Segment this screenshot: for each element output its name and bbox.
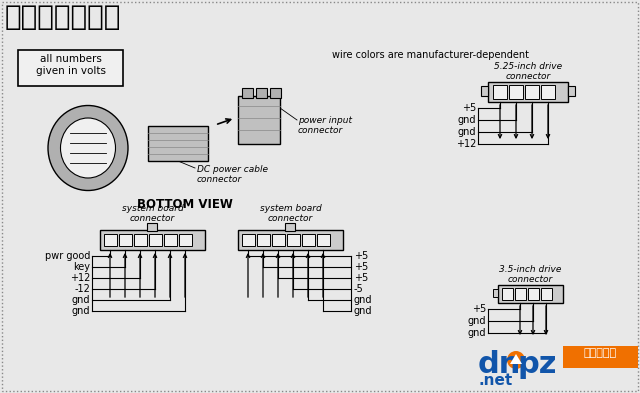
- Text: -5: -5: [354, 284, 364, 294]
- Text: +5: +5: [354, 262, 368, 272]
- Bar: [256, 88, 267, 98]
- Text: power input
connector: power input connector: [298, 116, 352, 136]
- Bar: [481, 86, 488, 96]
- Text: gnd: gnd: [72, 295, 90, 305]
- Bar: [287, 234, 300, 246]
- Circle shape: [507, 351, 525, 369]
- Ellipse shape: [48, 105, 128, 191]
- Bar: [541, 288, 552, 300]
- Text: dn: dn: [478, 350, 522, 379]
- Bar: [104, 234, 117, 246]
- Text: 各个接头的定义: 各个接头的定义: [5, 3, 122, 31]
- Text: +5: +5: [472, 304, 486, 314]
- Text: 5.25-inch drive
connector: 5.25-inch drive connector: [494, 62, 562, 81]
- Bar: [541, 85, 555, 99]
- Bar: [242, 234, 255, 246]
- Text: system board
connector: system board connector: [260, 204, 321, 223]
- Bar: [134, 234, 147, 246]
- Text: +5: +5: [461, 103, 476, 113]
- Bar: [100, 230, 205, 250]
- Bar: [242, 88, 253, 98]
- Bar: [238, 230, 343, 250]
- Bar: [493, 85, 507, 99]
- Text: +5: +5: [354, 251, 368, 261]
- Text: key: key: [73, 262, 90, 272]
- Text: gnd: gnd: [458, 127, 476, 137]
- Bar: [179, 234, 192, 246]
- Text: pz: pz: [518, 350, 557, 379]
- Bar: [317, 234, 330, 246]
- Bar: [270, 88, 281, 98]
- Text: gnd: gnd: [467, 328, 486, 338]
- Bar: [509, 85, 523, 99]
- Text: pwr good: pwr good: [45, 251, 90, 261]
- Text: system board
connector: system board connector: [122, 204, 184, 223]
- Text: gnd: gnd: [72, 306, 90, 316]
- Text: +5: +5: [354, 273, 368, 283]
- Text: DC power cable
connector: DC power cable connector: [197, 165, 268, 184]
- Bar: [515, 288, 526, 300]
- Bar: [563, 346, 638, 368]
- Bar: [525, 85, 539, 99]
- Bar: [257, 234, 270, 246]
- Bar: [528, 288, 539, 300]
- Text: gnd: gnd: [458, 115, 476, 125]
- Ellipse shape: [61, 118, 115, 178]
- Text: BOTTOM VIEW: BOTTOM VIEW: [137, 198, 233, 211]
- Bar: [18, 50, 123, 86]
- Text: 电脑配置网: 电脑配置网: [584, 348, 616, 358]
- Bar: [272, 234, 285, 246]
- Text: wire colors are manufacturer-dependent: wire colors are manufacturer-dependent: [332, 50, 529, 60]
- Text: gnd: gnd: [354, 306, 372, 316]
- Bar: [493, 289, 498, 297]
- Text: 3.5-inch drive
connector: 3.5-inch drive connector: [499, 265, 562, 285]
- Polygon shape: [510, 354, 522, 364]
- Text: -12: -12: [74, 284, 90, 294]
- Bar: [147, 223, 157, 231]
- Bar: [488, 82, 568, 102]
- Text: .net: .net: [478, 373, 512, 388]
- Bar: [149, 234, 162, 246]
- Bar: [502, 288, 513, 300]
- Bar: [302, 234, 315, 246]
- Bar: [119, 234, 132, 246]
- Text: gnd: gnd: [467, 316, 486, 326]
- Bar: [164, 234, 177, 246]
- Bar: [568, 86, 575, 96]
- Text: +12: +12: [456, 139, 476, 149]
- Bar: [285, 223, 295, 231]
- Bar: [148, 126, 208, 161]
- Text: +12: +12: [70, 273, 90, 283]
- Text: all numbers
given in volts: all numbers given in volts: [35, 54, 106, 75]
- Bar: [498, 285, 563, 303]
- Bar: [238, 96, 280, 144]
- Text: gnd: gnd: [354, 295, 372, 305]
